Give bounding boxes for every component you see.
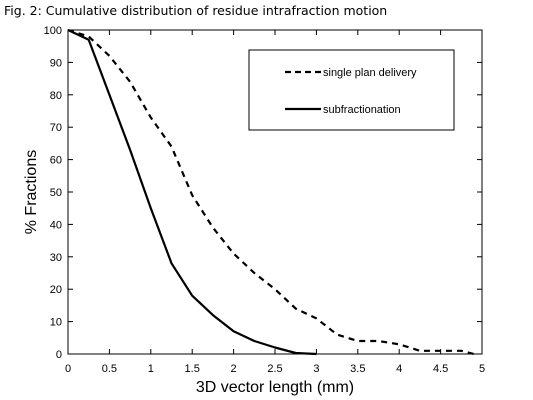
series-line-subfractionation: [67, 29, 317, 356]
y-tick-label: 0: [56, 349, 62, 361]
y-tick-label: 50: [50, 187, 62, 199]
x-tick-label: 5: [479, 363, 485, 375]
x-tick-label: 4: [396, 363, 402, 375]
legend-label: single plan delivery: [323, 67, 417, 79]
y-tick-label: 30: [50, 252, 62, 264]
y-tick-label: 90: [50, 57, 62, 69]
x-axis-label: 3D vector length (mm): [196, 379, 354, 396]
y-tick-label: 40: [50, 219, 62, 231]
x-tick-label: 1.5: [185, 363, 200, 375]
y-tick-label: 60: [50, 155, 62, 167]
y-tick-label: 10: [50, 317, 62, 329]
x-tick-label: 0.5: [102, 363, 117, 375]
x-tick-label: 2: [231, 363, 237, 375]
y-tick-label: 70: [50, 122, 62, 134]
x-tick-label: 2.5: [267, 363, 282, 375]
legend-label: subfractionation: [323, 104, 401, 116]
y-tick-label: 100: [44, 25, 62, 37]
x-tick-label: 4.5: [433, 363, 448, 375]
y-tick-label: 20: [50, 284, 62, 296]
legend-box: [248, 49, 455, 131]
y-axis-label: % Fractions: [23, 150, 40, 234]
y-tick-label: 80: [50, 90, 62, 102]
x-tick-label: 3.5: [350, 363, 365, 375]
x-tick-label: 0: [65, 363, 71, 375]
x-tick-label: 1: [148, 363, 154, 375]
legend: single plan delivery subfractionation: [248, 49, 455, 131]
series-lines: [67, 28, 474, 356]
axis-ticks: 0 0.5 1 1.5 2 2.5 3 3.5 4 4.5 50102030405060708090…: [44, 25, 485, 375]
figure-title: Fig. 2: Cumulative distribution of resid…: [4, 3, 388, 18]
x-tick-label: 3: [313, 363, 319, 375]
